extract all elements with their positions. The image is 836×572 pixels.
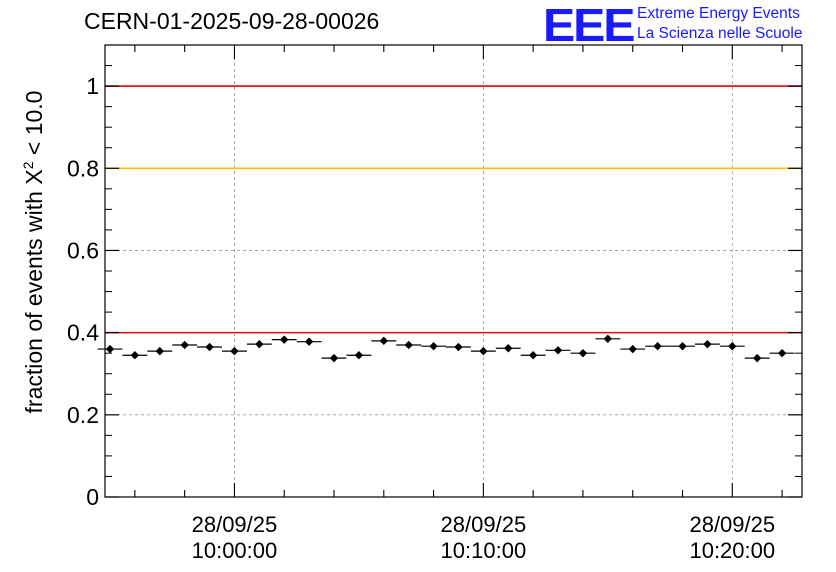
x-tick-date-label: 28/09/25 — [689, 512, 775, 537]
data-point — [354, 351, 364, 360]
y-tick-label: 0.2 — [67, 402, 99, 428]
data-point — [528, 351, 538, 360]
data-point — [155, 346, 164, 356]
data-point — [429, 341, 438, 351]
y-tick-label: 0.8 — [67, 155, 99, 181]
data-point — [504, 344, 513, 353]
data-point — [628, 344, 637, 354]
data-point — [329, 353, 339, 363]
y-tick-label: 0.4 — [67, 320, 99, 346]
plot-frame — [104, 44, 803, 498]
logo-mark: EEE — [543, 0, 635, 51]
y-tick-label: 1 — [86, 73, 99, 99]
data-point — [703, 339, 712, 349]
data-point — [752, 353, 762, 363]
data-point — [653, 341, 662, 351]
x-tick-date-label: 28/09/25 — [441, 512, 527, 537]
data-points — [97, 334, 795, 363]
run-title: CERN-01-2025-09-28-00026 — [84, 8, 380, 34]
data-point — [454, 342, 463, 352]
data-point — [603, 334, 613, 343]
data-point — [105, 344, 115, 354]
data-point — [180, 340, 189, 350]
x-tick-time-label: 10:20:00 — [689, 538, 775, 563]
data-point — [553, 346, 563, 355]
data-point — [479, 346, 488, 356]
data-point — [777, 348, 787, 358]
logo-tagline-1: Extreme Energy Events — [637, 5, 800, 22]
data-point — [230, 346, 239, 356]
grid-layer — [105, 45, 802, 497]
axis-ticks: 00.20.40.60.8128/09/2510:00:0028/09/2510… — [67, 45, 802, 563]
x-tick-time-label: 10:00:00 — [192, 538, 278, 563]
data-point — [304, 337, 314, 346]
y-tick-label: 0.6 — [67, 237, 99, 263]
data-point — [280, 335, 289, 344]
x-tick-time-label: 10:10:00 — [441, 538, 527, 563]
x-tick-date-label: 28/09/25 — [192, 512, 278, 537]
data-point — [205, 342, 214, 352]
data-point — [728, 341, 737, 351]
data-point — [255, 339, 264, 349]
data-point — [130, 351, 140, 360]
y-tick-label: 0 — [86, 484, 99, 510]
data-point — [578, 348, 588, 358]
data-point — [678, 341, 687, 351]
logo-tagline-2: La Scienza nelle Scuole — [637, 25, 803, 42]
reference-lines — [105, 85, 802, 334]
data-point — [404, 340, 413, 350]
data-point — [379, 336, 388, 346]
